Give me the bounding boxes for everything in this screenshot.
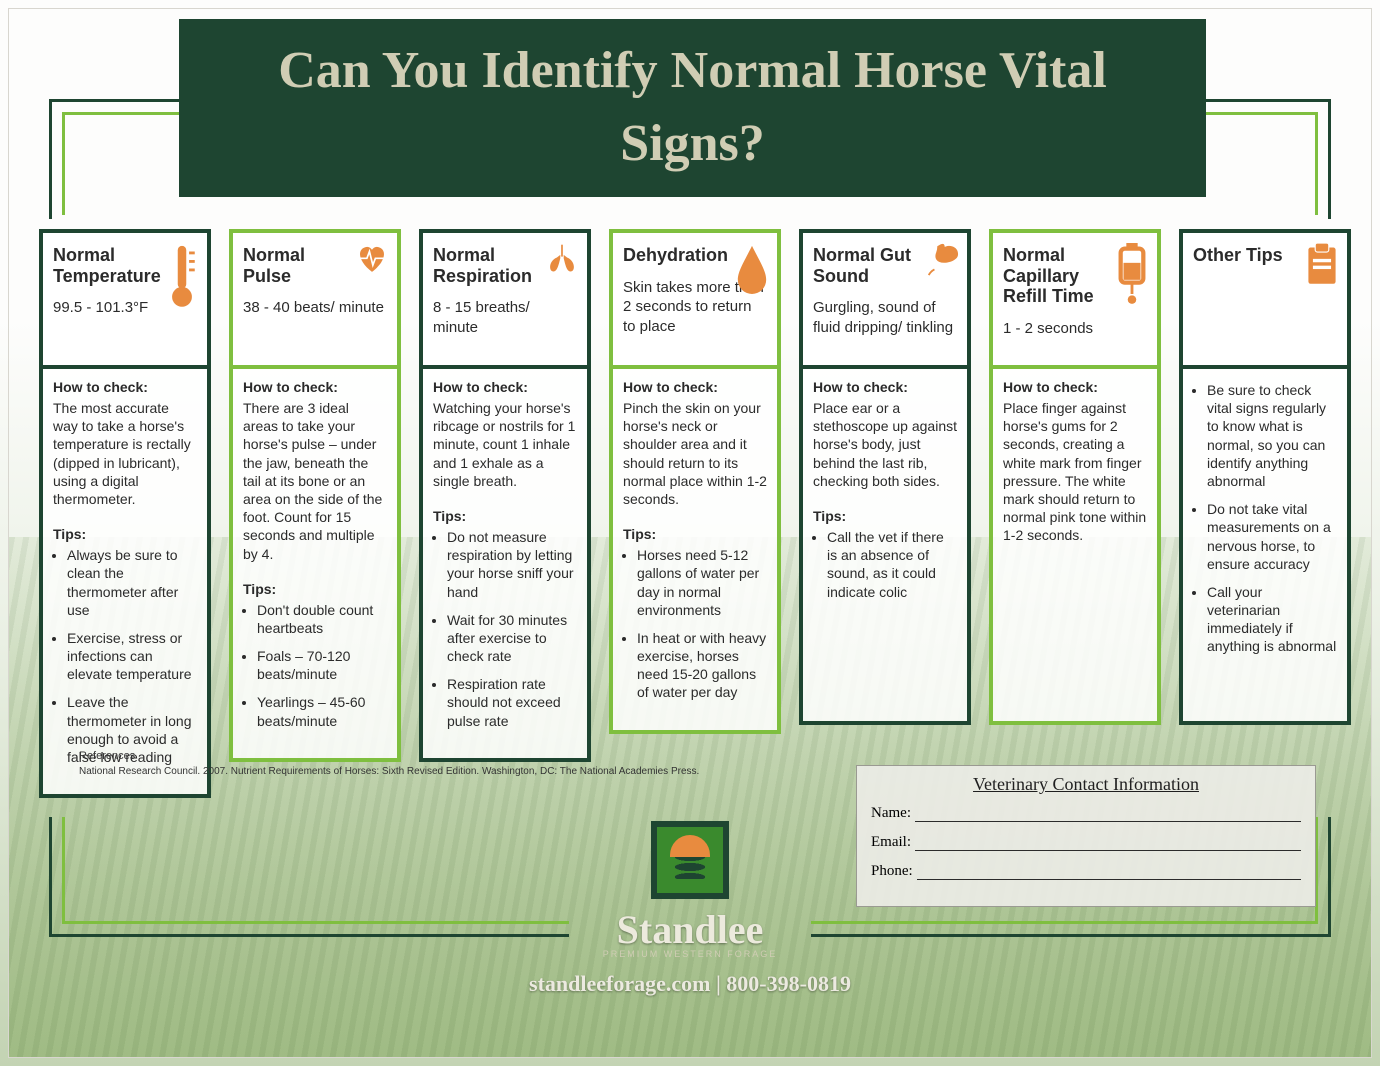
heart-icon <box>355 243 389 291</box>
card-bottom: How to check: Pinch the skin on your hor… <box>609 365 781 734</box>
tips-list: Do not measure respiration by letting yo… <box>433 528 577 730</box>
card-top: Other Tips <box>1179 229 1351 369</box>
vet-email-row: Email: <box>871 834 1301 851</box>
card-top: Normal Pulse 38 - 40 beats/ minute <box>229 229 401 369</box>
howto-label: How to check: <box>813 379 957 395</box>
vet-heading: Veterinary Contact Information <box>871 774 1301 795</box>
howto-text: The most accurate way to take a horse's … <box>53 399 197 508</box>
tip-item: Do not take vital measurements on a nerv… <box>1207 500 1337 573</box>
tips-label: Tips: <box>243 581 387 597</box>
tips-list: Don't double count heartbeats Foals – 70… <box>243 601 387 730</box>
tip-item: Foals – 70-120 beats/minute <box>257 647 387 683</box>
vet-name-line[interactable] <box>915 806 1301 822</box>
card-value: Gurgling, sound of fluid dripping/ tinkl… <box>813 298 957 337</box>
howto-text: Watching your horse's ribcage or nostril… <box>433 399 577 490</box>
howto-label: How to check: <box>243 379 387 395</box>
clipboard-icon <box>1305 243 1339 291</box>
card-bottom: Be sure to check vital signs regularly t… <box>1179 365 1351 725</box>
lungs-icon <box>545 243 579 291</box>
card-bottom: How to check: There are 3 ideal areas to… <box>229 365 401 762</box>
tip-item: Call the vet if there is an absence of s… <box>827 528 957 601</box>
stomach-icon <box>925 243 959 291</box>
vet-email-line[interactable] <box>915 835 1301 851</box>
vet-name-label: Name: <box>871 805 911 822</box>
card-dehydration: Dehydration Skin takes more than 2 secon… <box>609 229 781 798</box>
card-top: Normal Respiration 8 - 15 breaths/ minut… <box>419 229 591 369</box>
vet-phone-label: Phone: <box>871 863 913 880</box>
tip-item: Call your veterinarian immediately if an… <box>1207 583 1337 656</box>
tip-item: Wait for 30 minutes after exercise to ch… <box>447 611 577 666</box>
card-respiration: Normal Respiration 8 - 15 breaths/ minut… <box>419 229 591 798</box>
card-value: 38 - 40 beats/ minute <box>243 298 387 318</box>
references-text: National Research Council. 2007. Nutrien… <box>79 766 699 777</box>
tips-label: Tips: <box>623 526 767 542</box>
tip-item: Don't double count heartbeats <box>257 601 387 637</box>
howto-label: How to check: <box>623 379 767 395</box>
card-top: Normal Gut Sound Gurgling, sound of flui… <box>799 229 971 369</box>
decor-bracket-top-right <box>1191 99 1331 219</box>
card-value: 1 - 2 seconds <box>1003 319 1147 339</box>
tips-label: Tips: <box>433 508 577 524</box>
tip-item: In heat or with heavy exercise, horses n… <box>637 629 767 702</box>
card-top: Normal Temperature 99.5 - 101.3°F <box>39 229 211 369</box>
tip-item: Exercise, stress or infections can eleva… <box>67 629 197 684</box>
tip-item: Always be sure to clean the thermometer … <box>67 546 197 619</box>
brand-name: Standlee <box>9 906 1371 953</box>
tips-list: Call the vet if there is an absence of s… <box>813 528 957 601</box>
tip-item: Horses need 5-12 gallons of water per da… <box>637 546 767 619</box>
page-title: Can You Identify Normal Horse Vital Sign… <box>209 35 1176 181</box>
card-top: Dehydration Skin takes more than 2 secon… <box>609 229 781 369</box>
title-block: Can You Identify Normal Horse Vital Sign… <box>179 19 1206 197</box>
howto-text: Place finger against horse's gums for 2 … <box>1003 399 1147 545</box>
cards-row: Normal Temperature 99.5 - 101.3°F How to… <box>39 229 1351 798</box>
tips-list: Horses need 5-12 gallons of water per da… <box>623 546 767 702</box>
card-temperature: Normal Temperature 99.5 - 101.3°F How to… <box>39 229 211 798</box>
card-capillary-refill: Normal Capillary Refill Time 1 - 2 secon… <box>989 229 1161 798</box>
brand-tagline: PREMIUM WESTERN FORAGE <box>9 949 1371 959</box>
references-label: References <box>79 750 699 762</box>
howto-text: Pinch the skin on your horse's neck or s… <box>623 399 767 508</box>
card-bottom: How to check: The most accurate way to t… <box>39 365 211 798</box>
tip-item: Respiration rate should not exceed pulse… <box>447 675 577 730</box>
brand-logo-icon <box>651 821 729 899</box>
card-other-tips: Other Tips Be sure to check vital signs … <box>1179 229 1351 798</box>
vet-phone-line[interactable] <box>917 864 1301 880</box>
references: References National Research Council. 20… <box>79 750 699 777</box>
vet-email-label: Email: <box>871 834 911 851</box>
iv-bag-icon <box>1115 243 1149 291</box>
vet-phone-row: Phone: <box>871 863 1301 880</box>
decor-bracket-top-left <box>49 99 189 219</box>
brand-url: standleeforage.com | 800-398-0819 <box>9 971 1371 997</box>
thermometer-icon <box>165 243 199 291</box>
card-gut-sound: Normal Gut Sound Gurgling, sound of flui… <box>799 229 971 798</box>
card-bottom: How to check: Watching your horse's ribc… <box>419 365 591 762</box>
tips-list: Be sure to check vital signs regularly t… <box>1193 381 1337 656</box>
howto-label: How to check: <box>1003 379 1147 395</box>
card-value: 8 - 15 breaths/ minute <box>433 298 577 337</box>
vet-contact-box: Veterinary Contact Information Name: Ema… <box>856 765 1316 907</box>
card-bottom: How to check: Place finger against horse… <box>989 365 1161 725</box>
card-bottom: How to check: Place ear or a stethoscope… <box>799 365 971 725</box>
card-pulse: Normal Pulse 38 - 40 beats/ minute How t… <box>229 229 401 798</box>
card-top: Normal Capillary Refill Time 1 - 2 secon… <box>989 229 1161 369</box>
tips-list: Always be sure to clean the thermometer … <box>53 546 197 766</box>
tip-item: Do not measure respiration by letting yo… <box>447 528 577 601</box>
tips-label: Tips: <box>813 508 957 524</box>
page-frame: Can You Identify Normal Horse Vital Sign… <box>8 8 1372 1058</box>
howto-label: How to check: <box>433 379 577 395</box>
drop-icon <box>735 243 769 291</box>
tip-item: Yearlings – 45-60 beats/minute <box>257 693 387 729</box>
vet-name-row: Name: <box>871 805 1301 822</box>
howto-text: There are 3 ideal areas to take your hor… <box>243 399 387 563</box>
tips-label: Tips: <box>53 526 197 542</box>
tip-item: Be sure to check vital signs regularly t… <box>1207 381 1337 490</box>
howto-label: How to check: <box>53 379 197 395</box>
howto-text: Place ear or a stethoscope up against ho… <box>813 399 957 490</box>
